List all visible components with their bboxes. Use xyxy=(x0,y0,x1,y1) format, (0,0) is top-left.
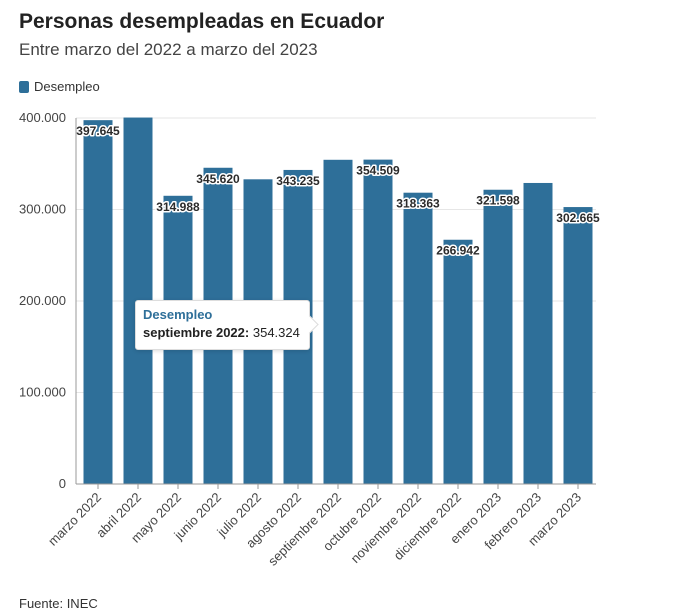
bar[interactable] xyxy=(403,192,433,484)
x-tick-label: marzo 2022 xyxy=(45,490,104,549)
bar[interactable] xyxy=(363,159,393,484)
chart-subtitle: Entre marzo del 2022 a marzo del 2023 xyxy=(19,40,318,59)
y-tick-label: 300.000 xyxy=(19,202,66,217)
tooltip: Desempleo septiembre 2022: 354.324 xyxy=(135,300,310,350)
bar-chart: 397.645 314.988 345.620 343.235 354.509 318.3… xyxy=(19,110,602,569)
y-tick-label: 400.000 xyxy=(19,110,66,125)
bar[interactable] xyxy=(443,239,473,484)
data-label: 345.620 xyxy=(196,172,240,186)
data-label: 318.363 xyxy=(396,197,440,211)
bar[interactable] xyxy=(323,159,353,484)
bar[interactable] xyxy=(483,189,513,484)
y-tick-label: 0 xyxy=(59,476,66,491)
x-tick-label: septiembre 2022 xyxy=(265,490,344,569)
data-label: 302.665 xyxy=(556,211,600,225)
data-label: 266.942 xyxy=(436,244,480,258)
legend-swatch xyxy=(19,80,29,93)
y-tick-label: 200.000 xyxy=(19,293,66,308)
legend[interactable]: Desempleo xyxy=(19,79,100,94)
chart-title: Personas desempleadas en Ecuador xyxy=(19,10,385,33)
y-tick-label: 100.000 xyxy=(19,385,66,400)
legend-label: Desempleo xyxy=(34,79,100,94)
data-label: 354.509 xyxy=(356,164,400,178)
x-tick-label: noviembre 2022 xyxy=(348,490,425,567)
tooltip-label: septiembre 2022: xyxy=(143,325,250,340)
data-label: 314.988 xyxy=(156,200,200,214)
bar[interactable] xyxy=(83,120,113,485)
tooltip-value: 354.324 xyxy=(252,325,300,340)
tooltip-series: Desempleo xyxy=(143,307,213,322)
bar[interactable] xyxy=(523,182,553,484)
data-label: 343.235 xyxy=(276,174,320,188)
source-note: Fuente: INEC xyxy=(19,596,98,611)
data-label: 321.598 xyxy=(476,194,520,208)
tooltip-line: septiembre 2022: 354.324 xyxy=(143,325,300,340)
bar[interactable] xyxy=(563,207,593,484)
data-label: 397.645 xyxy=(76,124,120,138)
